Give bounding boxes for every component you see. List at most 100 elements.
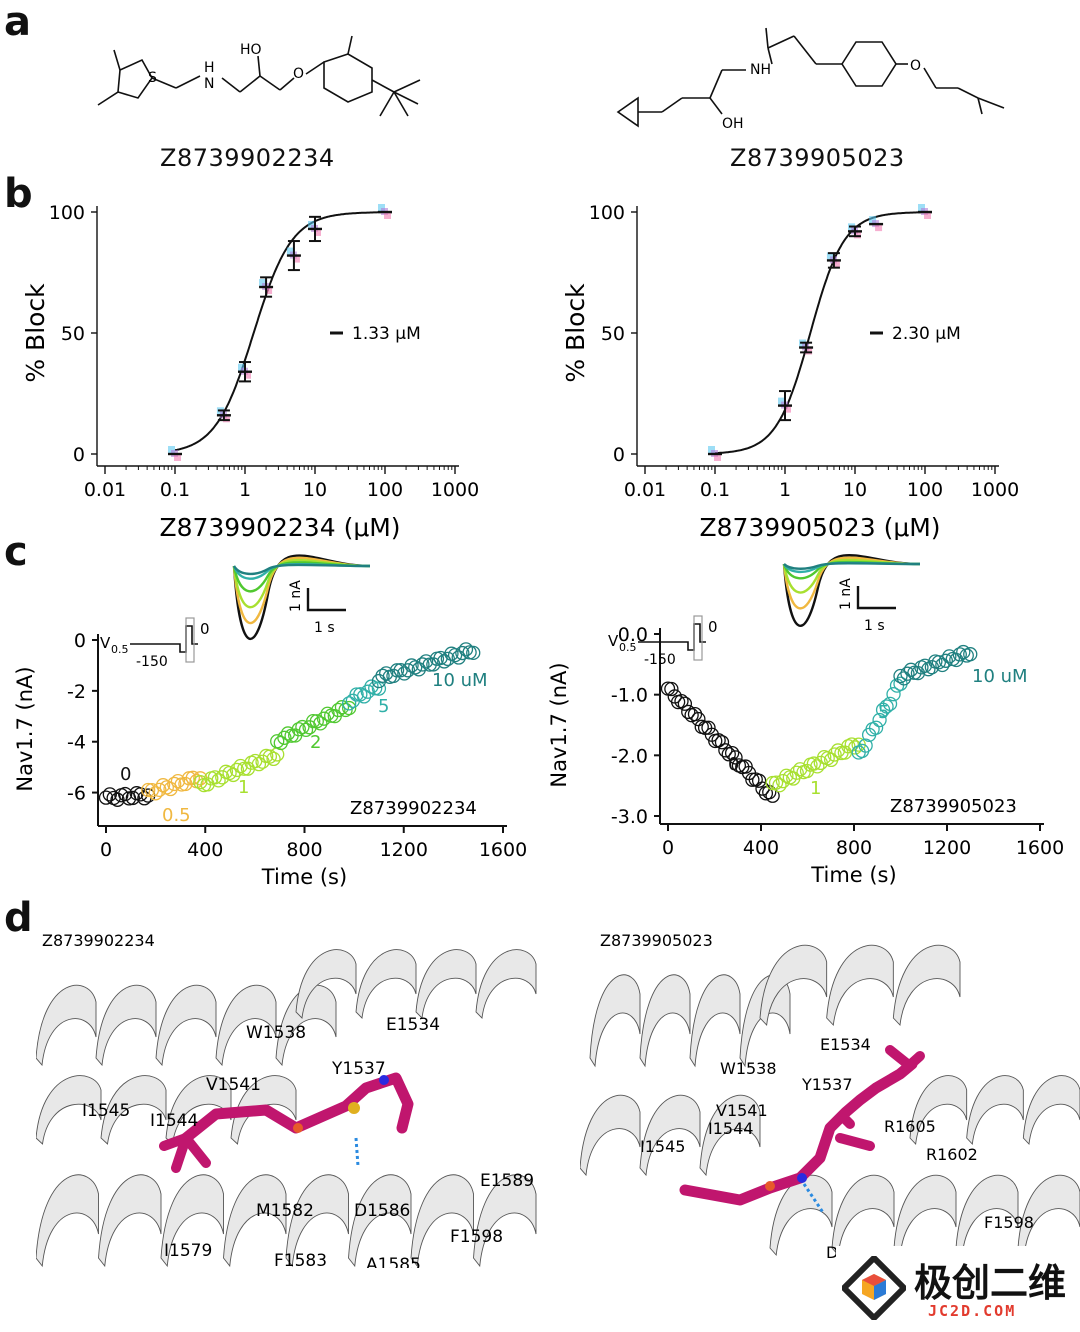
residue-label: I1544 (708, 1119, 753, 1138)
time-point (404, 658, 419, 673)
nitrogen-label-n: N (204, 76, 214, 92)
protocol-hold-label: -150 (644, 652, 676, 668)
helix-turn (909, 1075, 968, 1146)
time-point (141, 782, 156, 798)
concentration-label: 5 (878, 702, 889, 723)
residue-label: V1541 (206, 1075, 261, 1095)
ligand-oxygen (765, 1181, 775, 1191)
data-point (826, 252, 834, 260)
time-point (724, 745, 740, 761)
time-point (879, 699, 894, 714)
current-trace (782, 556, 921, 610)
residue-label: A1585 (366, 1255, 421, 1268)
docking-image-left: Z8739902234 W1538 E1534 Y1537 V1541 I1545 I154… (36, 931, 537, 1268)
helix-turn (1017, 1174, 1080, 1257)
time-point (408, 660, 423, 675)
time-point (677, 696, 693, 711)
time-point (858, 738, 873, 753)
time-point (718, 743, 733, 758)
helix-turn (215, 984, 277, 1067)
structure-left: S H N HO O (97, 35, 421, 117)
watermark-text-en: JC2D.COM (928, 1302, 1017, 1320)
time-point (110, 792, 125, 807)
compound-name-left: Z8739902234 (160, 144, 335, 172)
x-tick-label: 10 (303, 479, 327, 501)
time-point (155, 778, 171, 793)
y-axis-label: % Block (561, 283, 590, 383)
time-point (118, 786, 133, 802)
time-point (331, 702, 346, 718)
x-axis-label: Z8739902234 (μM) (159, 513, 400, 540)
helix-turn (699, 1094, 761, 1177)
concentration-label: 1 (238, 777, 249, 798)
time-point (400, 663, 416, 678)
residue-label: I1579 (164, 1241, 212, 1261)
helix-turn (415, 949, 477, 1019)
voltage-protocol-trace (638, 623, 706, 651)
residue-label: R1605 (884, 1117, 936, 1136)
data-point (308, 220, 315, 228)
x-tick-label: 1000 (431, 479, 479, 501)
helix-turn (160, 1174, 224, 1268)
time-point (893, 668, 908, 684)
time-point (701, 720, 716, 735)
time-point (674, 693, 689, 709)
time-point (167, 776, 182, 792)
protocol-v-subscript: 0.5 (619, 641, 637, 654)
time-point (789, 765, 804, 780)
time-point (447, 647, 463, 663)
residue-label: F1583 (274, 1251, 327, 1268)
residue-label: E1589 (480, 1171, 534, 1191)
time-point (882, 696, 898, 712)
data-point (259, 279, 267, 287)
time-point (98, 790, 114, 805)
time-point (353, 687, 368, 702)
time-point (148, 786, 163, 801)
y-tick-label: 100 (49, 202, 85, 224)
y-axis-label: % Block (21, 283, 50, 383)
residue-label: F1598 (450, 1227, 503, 1247)
legend-label: 2.30 μM (892, 324, 961, 344)
helix-turn (1022, 1075, 1080, 1146)
protocol-v-label: V (608, 632, 619, 650)
protocol-test-label: 0 (200, 620, 210, 638)
time-point (806, 756, 822, 771)
helix-turn (639, 1094, 701, 1177)
time-point (251, 756, 267, 772)
panel-label-d: d (4, 895, 33, 941)
time-point (389, 663, 405, 678)
helix-turn (155, 984, 217, 1067)
residue-label: E1534 (820, 1035, 871, 1054)
data-point (222, 415, 230, 423)
helix-turn (36, 1174, 99, 1268)
scale-bar (856, 586, 896, 610)
time-point (772, 778, 787, 793)
concentration-label: 1 (810, 778, 821, 799)
data-point (286, 247, 294, 255)
x-tick-label: 1 (779, 479, 791, 501)
voltage-protocol-trace (130, 625, 198, 653)
helix-turn (739, 974, 791, 1068)
residue-label: R1602 (926, 1145, 978, 1164)
time-point (942, 649, 957, 664)
time-point (938, 653, 953, 668)
x-tick-label: 800 (286, 839, 322, 861)
helix-turn (223, 1174, 287, 1268)
helix-turn (589, 974, 641, 1068)
x-tick-label: 1200 (380, 839, 428, 861)
hydrogen-bond (354, 1137, 360, 1167)
time-point (714, 735, 730, 750)
data-point (244, 371, 251, 379)
time-point (900, 666, 915, 681)
y-tick-label: 0 (74, 630, 86, 652)
ether-oxygen-label: O (293, 66, 304, 82)
protocol-highlight-box (693, 615, 703, 661)
watermark: 极创二维 JC2D.COM (836, 1246, 1080, 1332)
x-tick-label: 1000 (971, 479, 1019, 501)
concentration-label: 10 uM (972, 666, 1028, 687)
x-tick-label: 400 (743, 837, 779, 859)
y-tick-label: 50 (601, 323, 625, 345)
y-tick-label: -6 (67, 783, 86, 805)
concentration-label: 0 (728, 754, 739, 775)
hydroxyl-label: OH (722, 116, 744, 132)
